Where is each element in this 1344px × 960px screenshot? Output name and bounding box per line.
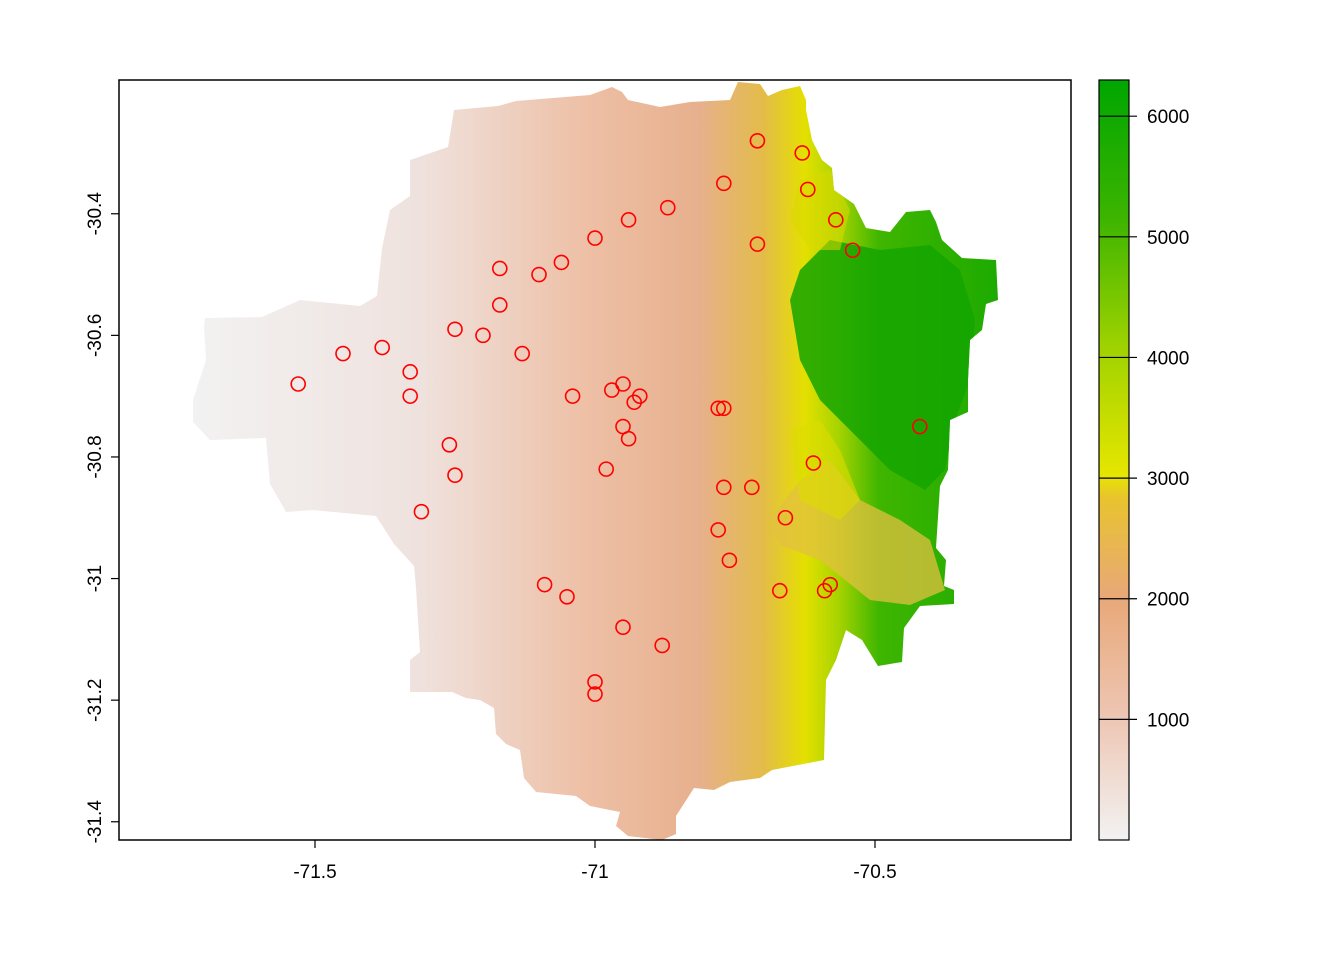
station-point — [771, 582, 788, 599]
station-point — [715, 400, 732, 417]
x-axis: -71.5 -71 -70.5 — [293, 840, 897, 883]
legend-tick-label: 6000 — [1147, 107, 1189, 128]
station-point — [531, 266, 547, 283]
station-point — [598, 461, 615, 477]
yellow-ridge — [790, 420, 860, 520]
station-point — [620, 212, 637, 228]
station-point — [374, 339, 391, 356]
station-point — [536, 576, 553, 593]
station-point — [620, 430, 637, 447]
y-tick-label: -31.4 — [85, 800, 106, 844]
y-tick-label: -31.2 — [85, 679, 106, 722]
legend-bar — [1098, 79, 1130, 841]
station-points — [290, 133, 928, 702]
station-point — [749, 133, 766, 149]
station-point — [911, 418, 928, 435]
station-point — [587, 686, 603, 702]
station-point — [749, 236, 766, 252]
station-point — [844, 242, 861, 259]
station-point — [805, 455, 822, 471]
y-tick-label: -30.8 — [85, 435, 106, 478]
station-point — [402, 364, 419, 380]
station-point — [559, 588, 575, 605]
station-point — [514, 345, 531, 362]
station-point — [447, 467, 463, 484]
legend-ticks: 1000 2000 3000 4000 5000 6000 — [1099, 107, 1189, 731]
station-point — [721, 552, 738, 569]
legend-tick-label: 3000 — [1147, 469, 1189, 490]
station-point — [441, 436, 458, 453]
legend-tick-label: 2000 — [1147, 590, 1189, 611]
x-tick-label: -70.5 — [853, 862, 896, 883]
y-tick-label: -31 — [85, 565, 106, 592]
station-point — [491, 297, 508, 313]
station-point — [587, 674, 603, 690]
station-point — [715, 479, 732, 496]
y-axis: -30.4 -30.6 -30.8 -31 -31.2 -31.4 — [85, 192, 119, 844]
station-point — [553, 254, 570, 271]
station-point — [491, 260, 508, 277]
station-point — [710, 400, 727, 417]
station-point — [290, 376, 307, 392]
station-point — [659, 199, 676, 216]
elevation-raster — [193, 82, 998, 840]
y-tick-label: -30.6 — [85, 314, 106, 357]
station-point — [654, 637, 671, 654]
legend-tick-label: 1000 — [1147, 710, 1189, 731]
legend-tick-label: 4000 — [1147, 348, 1189, 369]
station-point — [743, 479, 760, 496]
station-point — [715, 175, 732, 192]
station-point — [710, 522, 727, 538]
station-point — [447, 321, 463, 338]
station-point — [615, 619, 631, 636]
station-point — [564, 388, 581, 404]
station-point — [475, 327, 491, 344]
y-tick-label: -30.4 — [85, 192, 106, 236]
station-point — [413, 503, 430, 520]
high-relief-core — [790, 240, 975, 490]
station-point — [799, 181, 816, 198]
station-point — [335, 345, 351, 362]
station-point — [587, 230, 603, 246]
station-point — [631, 388, 648, 404]
station-point — [777, 509, 794, 526]
station-point — [615, 376, 631, 392]
station-point — [822, 576, 839, 593]
color-legend: 1000 2000 3000 4000 5000 6000 — [1098, 79, 1189, 841]
legend-tick-label: 5000 — [1147, 228, 1189, 249]
x-tick-label: -71.5 — [293, 862, 336, 883]
station-point — [402, 388, 419, 404]
station-point — [827, 212, 844, 228]
x-tick-label: -71 — [581, 862, 608, 883]
station-point — [794, 145, 811, 161]
